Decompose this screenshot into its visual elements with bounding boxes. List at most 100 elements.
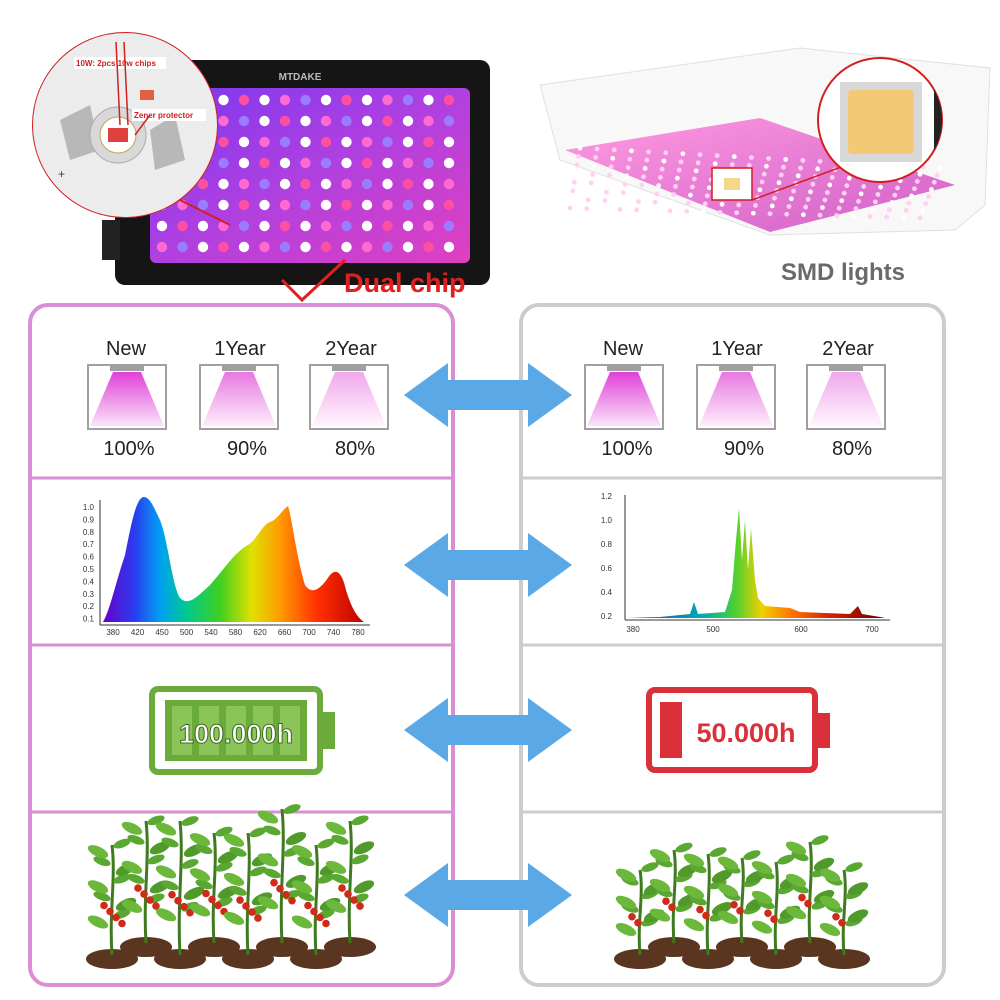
led-dot <box>361 115 373 127</box>
x-tick-label: 660 <box>278 628 292 637</box>
brand-label: MTDAKE <box>279 72 322 83</box>
dual-chip-frame <box>28 303 455 987</box>
led-dot <box>443 178 455 190</box>
decay-label: 1Year <box>711 338 763 360</box>
led-dot <box>443 136 455 148</box>
led-dot <box>300 115 311 127</box>
smd-dot <box>591 163 597 169</box>
chip-callout: + 10W: 2pcs 10w chips Zener protector <box>32 32 231 226</box>
x-tick-label: 500 <box>706 625 720 634</box>
smd-dot <box>617 207 623 212</box>
smd-label: SMD lights <box>781 259 905 286</box>
plant <box>648 842 700 957</box>
smd-dot <box>783 157 789 162</box>
led-dot <box>382 241 393 253</box>
smd-dot <box>624 173 629 179</box>
led-dot <box>361 241 373 253</box>
smd-dot <box>778 172 784 178</box>
led-dot <box>279 94 291 106</box>
smd-dot <box>841 190 847 196</box>
smd-dot <box>671 192 677 197</box>
smd-dot <box>646 149 651 155</box>
smd-dot <box>759 179 765 185</box>
smd-dot <box>693 168 699 174</box>
x-tick-label: 600 <box>794 625 808 634</box>
plants-left <box>86 804 376 969</box>
smd-dot <box>593 155 599 160</box>
check-icon <box>280 258 347 303</box>
smd-dot <box>661 158 667 164</box>
led-dot <box>156 220 168 232</box>
x-tick-label: 700 <box>302 628 316 637</box>
decay-percent: 80% <box>335 438 375 460</box>
smd-dot <box>637 190 643 196</box>
led-dot <box>423 241 434 253</box>
smd-dot <box>611 147 617 153</box>
smd-dot <box>625 165 631 170</box>
smd-dot <box>926 194 931 199</box>
smd-dot <box>667 208 673 214</box>
smd-dot <box>700 209 706 215</box>
spectrum-right: 1.2 1.0 0.8 0.6 0.4 0.2 380 500 600 700 <box>601 492 890 634</box>
smd-dot <box>688 192 693 198</box>
led-dot <box>443 94 455 106</box>
smd-dot <box>734 210 740 216</box>
decay-item: New 100% <box>584 338 664 460</box>
smd-dot <box>594 146 600 152</box>
led-dot <box>300 220 311 232</box>
lifespan-text: 50.000h <box>696 718 795 748</box>
smd-dot <box>917 171 923 177</box>
led-dot <box>320 220 332 232</box>
led-dot <box>156 241 168 253</box>
smd-dot <box>619 198 625 204</box>
smd-dot <box>676 167 682 173</box>
x-tick-label: 540 <box>204 628 218 637</box>
smd-led-array <box>565 118 955 232</box>
led-dot <box>382 199 393 211</box>
decay-item: 2Year 80% <box>806 338 886 460</box>
smd-dot <box>567 205 573 211</box>
smd-dot <box>650 207 656 213</box>
led-dot <box>443 157 455 169</box>
smd-dot <box>920 208 926 214</box>
double-arrow-icon <box>404 363 572 427</box>
led-dot <box>341 157 352 169</box>
x-tick-label: 780 <box>351 628 365 637</box>
led-dot <box>259 136 270 148</box>
led-dot <box>402 157 414 169</box>
polarity-mark: + <box>58 167 65 181</box>
smd-dot <box>712 161 718 167</box>
led-dot <box>320 115 332 127</box>
led-dot <box>361 94 373 106</box>
decay-label: New <box>603 338 644 360</box>
smd-dot <box>917 215 923 221</box>
smd-dot <box>856 198 861 204</box>
y-tick-label: 0.8 <box>601 540 613 549</box>
smd-dot <box>702 201 708 207</box>
smd-dot <box>836 205 842 211</box>
comparison-arrows <box>404 363 572 927</box>
smd-dot <box>892 192 898 198</box>
y-tick-label: 0.2 <box>83 602 95 611</box>
led-dot <box>402 220 414 232</box>
smd-dot <box>620 190 626 196</box>
smd-dot <box>663 150 669 156</box>
smd-dot <box>829 174 835 180</box>
smd-dot <box>604 189 609 195</box>
smd-dot <box>753 203 758 208</box>
smd-dot <box>824 190 830 195</box>
decay-item: 2Year 80% <box>309 338 389 460</box>
smd-dot <box>641 174 646 180</box>
double-arrow-icon <box>404 698 572 762</box>
led-dot <box>279 136 291 148</box>
smd-dot <box>714 153 720 159</box>
led-dot <box>402 199 414 211</box>
led-dot <box>443 220 455 232</box>
smd-dot <box>569 197 574 202</box>
led-dot <box>402 115 414 127</box>
led-dot <box>279 115 291 127</box>
smd-dot <box>717 209 723 215</box>
smd-dot <box>884 214 890 220</box>
smd-dot <box>750 210 756 216</box>
smd-dot <box>858 191 864 197</box>
